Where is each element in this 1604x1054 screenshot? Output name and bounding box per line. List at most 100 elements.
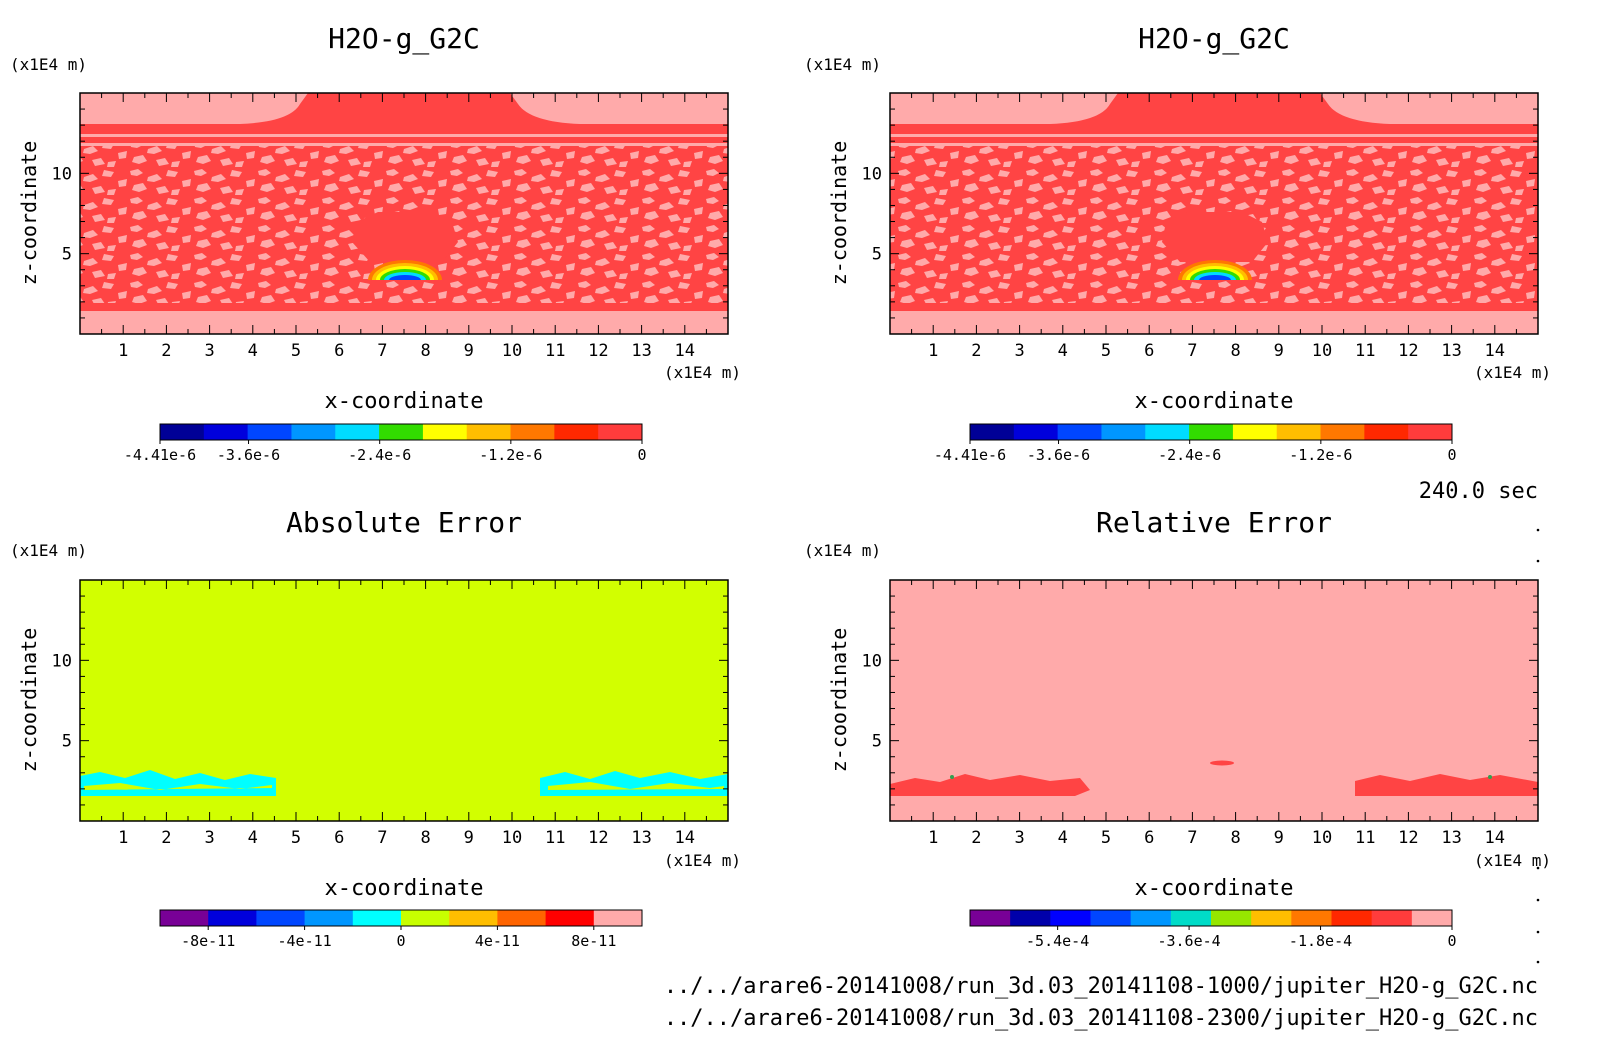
y-ticks: 5 10 [52, 92, 728, 335]
y-tick-label: 10 [52, 651, 72, 671]
upper-plume [890, 93, 1538, 134]
file-path-2: ../../arare6-20141008/run_3d.03_20141108… [664, 1006, 1538, 1031]
x-tick-label: 13 [1441, 828, 1461, 848]
plot-area [79, 92, 729, 335]
colorbar-swatch [379, 424, 424, 440]
x-axis-label: x-coordinate [325, 876, 484, 901]
x-tick-label: 8 [1230, 341, 1240, 361]
x-tick-label: 4 [248, 828, 258, 848]
y-axis-label: z-coordinate [17, 628, 41, 773]
panel-title: Relative Error [1096, 506, 1332, 539]
tiny-spot [1488, 775, 1492, 779]
noise-patch-right [1355, 774, 1538, 796]
x-tick-label: 9 [464, 828, 474, 848]
x-tick-label: 10 [502, 828, 522, 848]
y-unit-label: (x1E4 m) [804, 541, 881, 560]
x-tick-label: 6 [334, 341, 344, 361]
colorbar-swatch [510, 424, 555, 440]
x-tick-label: 2 [161, 828, 171, 848]
y-axis-label: z-coordinate [17, 141, 41, 286]
colorbar-label: -3.6e-6 [1027, 446, 1090, 464]
x-tick-label: 11 [545, 341, 565, 361]
colorbar-swatch [1057, 424, 1102, 440]
arc-ring-6 [389, 275, 421, 280]
noise-gap [84, 783, 272, 790]
x-tick-label: 14 [675, 828, 695, 848]
x-tick-label: 3 [204, 828, 214, 848]
dot [1536, 866, 1540, 870]
lower-band [890, 303, 1538, 311]
x-tick-label: 1 [928, 828, 938, 848]
colorbar-swatch [554, 424, 599, 440]
colorbar-label: -3.6e-6 [217, 446, 280, 464]
x-tick-label: 10 [1312, 341, 1332, 361]
colorbar-swatch [1145, 424, 1190, 440]
colorbar-frame [969, 423, 1453, 441]
x-tick-label: 8 [1230, 828, 1240, 848]
dot [1536, 898, 1540, 902]
x-tick-label: 8 [420, 341, 430, 361]
tiny-spot [950, 775, 954, 779]
colorbar-swatch [160, 424, 205, 440]
x-tick-label: 10 [502, 341, 522, 361]
colorbar: -4.41e-6 -3.6e-6 -2.4e-6 -1.2e-6 0 [124, 423, 647, 464]
x-tick-label: 3 [1014, 828, 1024, 848]
x-tick-label: 13 [631, 341, 651, 361]
colorbar-frame [969, 909, 1453, 927]
panel-field-2: H2O-g_G2C (x1E4 m) 1 2 3 4 5 6 7 8 9 10 11 12 13 14 5… [804, 22, 1551, 464]
colorbar: -5.4e-4 -3.6e-4 -1.8e-4 0 [969, 909, 1457, 950]
edge-dots [1536, 528, 1540, 964]
plot-area [79, 579, 729, 822]
colorbar-swatch [1408, 424, 1453, 440]
y-unit-label: (x1E4 m) [10, 541, 87, 560]
x-tick-label: 1 [118, 341, 128, 361]
colorbar-swatch [970, 910, 1011, 926]
x-tick-label: 2 [161, 341, 171, 361]
y-tick-label: 10 [862, 651, 882, 671]
colorbar-swatch [422, 424, 468, 440]
colorbar-swatch [1251, 910, 1292, 926]
x-tick-label: 11 [1355, 341, 1375, 361]
colorbar-frame [159, 423, 643, 441]
dot [1536, 559, 1540, 563]
colorbar-label: 0 [1447, 932, 1456, 950]
y-tick-label: 10 [862, 164, 882, 184]
x-tick-label: 12 [588, 828, 608, 848]
x-tick-label: 14 [1485, 341, 1505, 361]
x-tick-label: 5 [291, 828, 301, 848]
x-ticks: 1 2 3 4 5 6 7 8 9 10 11 12 13 14 [889, 93, 1539, 361]
colorbar-swatch [1130, 910, 1172, 926]
central-plume [1162, 212, 1268, 262]
small-spot [1210, 760, 1234, 766]
x-tick-label: 7 [1187, 828, 1197, 848]
x-tick-label: 7 [1187, 341, 1197, 361]
x-tick-label: 1 [118, 828, 128, 848]
colorbar-label: -1.2e-6 [1289, 446, 1352, 464]
y-axis-label: z-coordinate [827, 141, 851, 286]
x-tick-label: 7 [377, 341, 387, 361]
x-tick-label: 2 [971, 341, 981, 361]
x-tick-label: 4 [1058, 341, 1068, 361]
x-tick-label: 9 [464, 341, 474, 361]
x-tick-label: 5 [1101, 341, 1111, 361]
colorbar-label: 0 [637, 446, 646, 464]
x-tick-label: 12 [1398, 828, 1418, 848]
panel-relative-error: Relative Error (x1E4 m) 1 2 3 4 5 6 7 8 9 10 11 12 1… [804, 506, 1551, 950]
colorbar-label: -1.2e-6 [479, 446, 542, 464]
colorbar-label: -4.41e-6 [124, 446, 196, 464]
x-tick-label: 12 [1398, 341, 1418, 361]
colorbar-swatch [203, 424, 249, 440]
colorbar-swatch [335, 424, 380, 440]
upper-band [890, 137, 1538, 143]
x-unit-label: (x1E4 m) [1474, 851, 1551, 870]
x-ticks: 1 2 3 4 5 6 7 8 9 10 11 12 13 14 [889, 580, 1539, 848]
colorbar-swatch [256, 910, 306, 926]
colorbar-swatch [1189, 424, 1234, 440]
x-tick-label: 11 [1355, 828, 1375, 848]
file-path-1: ../../arare6-20141008/run_3d.03_20141108… [664, 974, 1538, 999]
colorbar-swatch [1232, 424, 1278, 440]
y-tick-label: 5 [872, 245, 882, 265]
x-tick-label: 14 [1485, 828, 1505, 848]
colorbar-swatch [1050, 910, 1091, 926]
plot-area [889, 92, 1539, 335]
